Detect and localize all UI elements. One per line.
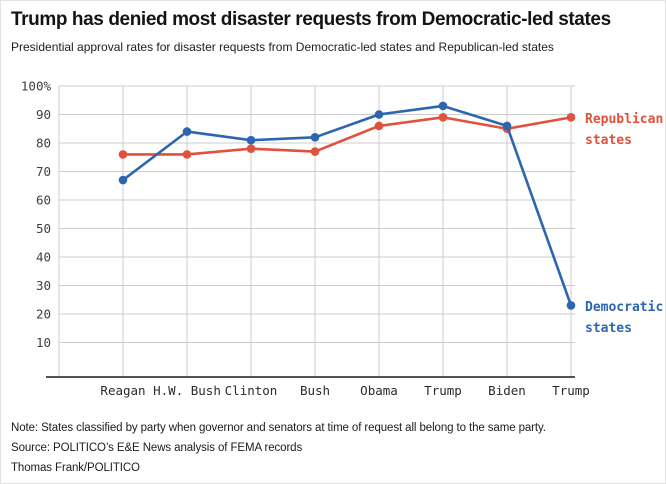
x-category-label: Biden [488, 383, 526, 398]
x-category-label: Trump [552, 383, 590, 398]
data-point-republican-states [566, 113, 576, 122]
approval-rates-line-chart: 100% 90 80 70 60 50 40 30 20 10 Reagan H.W. Bush Cli… [21, 79, 663, 399]
y-tick-label: 80 [36, 136, 51, 151]
x-category-label: Trump [424, 383, 462, 398]
data-point-republican-states [182, 150, 192, 159]
data-point-democratic-states [118, 175, 128, 185]
series-line-democratic-states [121, 104, 573, 307]
x-category-label: H.W. Bush [153, 383, 221, 398]
data-point-democratic-states [502, 121, 512, 131]
x-category-label: Obama [360, 383, 398, 398]
data-point-democratic-states [438, 101, 448, 111]
y-tick-label: 30 [36, 278, 51, 293]
y-tick-label: 40 [36, 250, 51, 265]
data-point-democratic-states [246, 135, 256, 145]
series-line-republican-states [121, 116, 573, 156]
chart-title: Trump has denied most disaster requests … [11, 9, 611, 30]
chart-footer: Note: States classified by party when go… [11, 418, 651, 478]
data-point-republican-states [438, 113, 448, 122]
footer-credit: Thomas Frank/POLITICO [11, 462, 140, 474]
footer-note: Note: States classified by party when go… [11, 422, 546, 434]
data-point-republican-states [118, 150, 128, 159]
y-tick-label: 50 [36, 221, 51, 236]
footer-source: Source: POLITICO’s E&E News analysis of … [11, 442, 303, 454]
series-label-democratic-states: states [585, 321, 632, 336]
y-tick-label: 20 [36, 307, 51, 322]
y-tick-label: 60 [36, 193, 51, 208]
series-label-republican-states: states [585, 133, 632, 148]
data-point-democratic-states [566, 301, 576, 310]
x-category-label: Bush [300, 383, 330, 398]
data-point-republican-states [310, 147, 320, 156]
data-point-democratic-states [310, 133, 320, 142]
series-label-republican-states: Republican [585, 112, 663, 127]
data-point-republican-states [246, 144, 256, 153]
y-tick-label: 10 [36, 335, 51, 350]
y-tick-label: 100% [21, 79, 52, 94]
x-category-label: Clinton [225, 383, 278, 398]
data-point-republican-states [374, 121, 384, 131]
y-tick-label: 70 [36, 164, 51, 179]
y-tick-label: 90 [36, 107, 51, 122]
data-point-democratic-states [182, 127, 192, 136]
chart-subtitle: Presidential approval rates for disaster… [11, 40, 554, 54]
x-category-label: Reagan [100, 383, 145, 398]
series-label-democratic-states: Democratic [585, 300, 663, 315]
data-point-democratic-states [374, 110, 384, 119]
